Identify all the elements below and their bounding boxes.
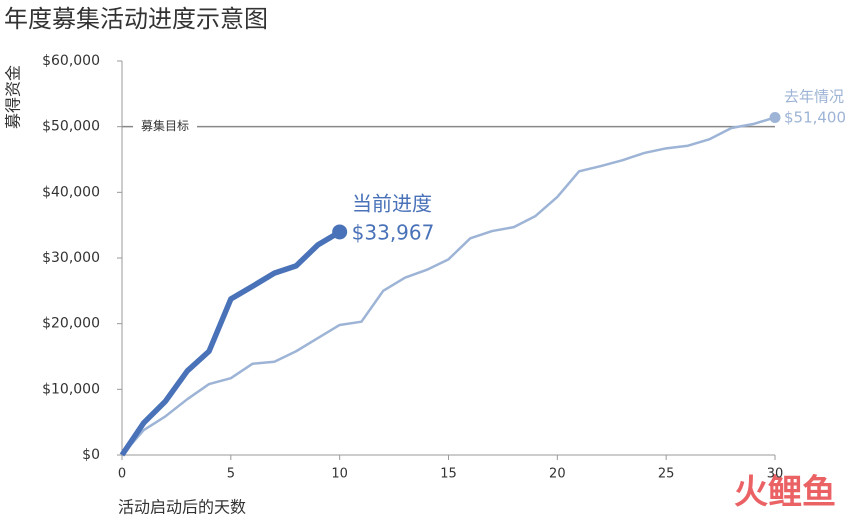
end-point	[769, 111, 781, 123]
value-label: $33,967	[352, 221, 435, 245]
x-tick-label: 5	[227, 467, 235, 482]
series-line	[121, 116, 776, 456]
series-name: 当前进度	[352, 192, 432, 216]
goal-label: 募集目标	[141, 118, 189, 133]
chart-title: 年度募集活动进度示意图	[4, 5, 268, 33]
value-label: $51,400	[784, 109, 846, 127]
end-point	[332, 224, 348, 240]
x-tick-label: 15	[440, 467, 457, 482]
x-tick-label: 30	[767, 467, 784, 482]
x-tick-label: 20	[549, 467, 566, 482]
y-tick-label: $60,000	[42, 53, 100, 69]
watermark: 火鲤鱼	[734, 473, 836, 513]
y-tick-label: $20,000	[42, 316, 100, 332]
series-name: 去年情况	[784, 88, 844, 106]
y-tick-label: $10,000	[42, 381, 100, 397]
x-axis-label: 活动启动后的天数	[118, 498, 246, 517]
y-tick-label: $30,000	[42, 250, 100, 266]
y-axis-label: 募得资金	[4, 65, 23, 129]
series-line	[119, 229, 342, 457]
y-tick-label: $50,000	[42, 119, 100, 135]
x-tick-label: 10	[331, 467, 348, 482]
y-tick-label: $40,000	[42, 184, 100, 200]
y-tick-label: $0	[82, 447, 100, 463]
x-tick-label: 25	[658, 467, 675, 482]
goal-label-bg	[133, 117, 197, 136]
x-tick-label: 0	[118, 467, 126, 482]
